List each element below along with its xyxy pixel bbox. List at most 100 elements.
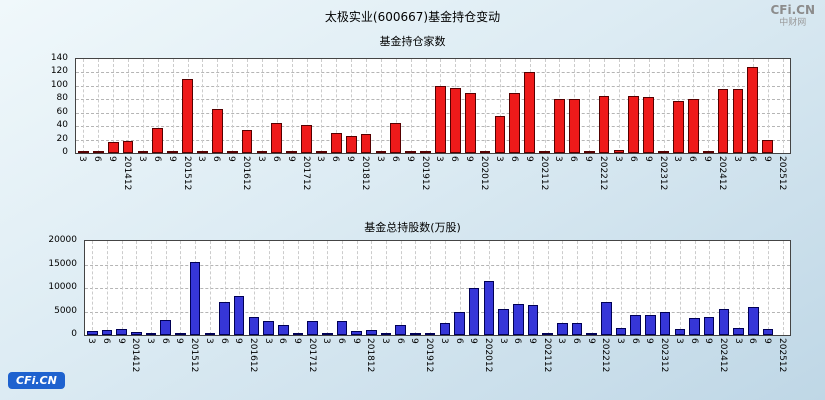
v-gridline [459,241,461,335]
x-tick-label: 202412 [717,156,728,191]
x-tick-label: 6 [449,156,460,162]
bar-201712-15 [301,124,312,153]
x-tick-label: 3 [553,156,564,162]
x-tick-label: 6 [218,338,229,344]
v-gridline [268,241,270,335]
v-gridline [380,59,382,153]
v-gridline [276,59,278,153]
bar-9-18 [345,136,357,153]
bar-6-17 [336,320,348,335]
v-gridline [336,59,338,153]
v-gridline [738,241,740,335]
v-gridline [410,59,412,153]
v-gridline [180,241,182,335]
v-gridline [430,241,432,335]
bar-9-42 [702,151,714,153]
y-tick-label: 140 [50,53,68,63]
v-gridline [532,241,534,335]
x-tick-label: 9 [702,156,713,162]
v-gridline [415,241,417,335]
x-tick-label: 201512 [189,338,200,373]
bar-3-16 [322,333,333,335]
bar-3-40 [674,329,686,335]
bar-201812-19 [360,134,372,153]
y-tick-label: 15000 [48,258,77,269]
x-axis: 3 6 9 201412 3 6 9 201512 3 6 9 201612 3 6 9 201712 3 6 9 2… [75,154,789,206]
x-tick-label: 6 [688,338,699,344]
v-gridline [224,241,226,335]
bar-202112-31 [539,151,550,153]
v-gridline [291,59,293,153]
x-tick-label: 3 [732,338,743,344]
x-tick-label: 9 [115,338,126,344]
bar-9-2 [107,141,119,153]
bar-201912-23 [424,333,436,335]
bar-9-22 [410,333,421,335]
v-gridline [694,241,696,335]
x-tick-label: 6 [747,338,758,344]
x-tick-label: 201612 [247,338,258,373]
bar-6-41 [687,99,699,153]
x-tick-label: 3 [731,156,742,162]
y-tick-label: 40 [56,120,68,131]
v-gridline [395,59,397,153]
v-gridline [606,241,608,335]
v-gridline [503,241,505,335]
bar-9-34 [583,151,595,153]
plot-area [84,240,791,336]
v-gridline [665,241,667,335]
bar-6-1 [101,329,113,335]
x-tick-label: 3 [136,156,147,162]
bar-201812-19 [366,330,377,335]
v-gridline [172,59,174,153]
v-gridline [709,241,711,335]
bar-202112-31 [542,333,553,335]
bar-6-45 [747,67,759,153]
v-gridline [371,241,373,335]
x-tick-label: 6 [270,156,281,162]
x-tick-label: 6 [746,156,757,162]
x-tick-label: 202012 [482,338,493,373]
x-tick-label: 3 [374,156,385,162]
bar-201512-7 [182,79,193,153]
bar-201912-23 [420,151,431,153]
v-gridline [297,241,299,335]
bar-202312-39 [659,312,671,335]
h-gridline [76,112,790,114]
x-tick-label: 9 [583,156,594,162]
y-axis: 0 5000 10000 15000 20000 [33,235,81,339]
v-gridline [342,241,344,335]
v-gridline [142,59,144,153]
x-tick-label: 9 [350,338,361,344]
v-gridline [753,241,755,335]
bar-9-38 [643,97,655,153]
bar-6-21 [390,122,402,153]
bar-3-32 [557,323,568,335]
v-gridline [767,241,769,335]
x-tick-label: 9 [464,156,475,162]
bar-202412-43 [718,309,730,335]
bar-3-44 [732,89,744,153]
v-gridline [136,241,138,335]
x-tick-label: 9 [703,338,714,344]
x-axis: 3 6 9 201412 3 6 9 201512 3 6 9 201612 3 6 9 201712 3 6 9 2… [84,336,789,388]
x-tick-label: 9 [642,156,653,162]
bar-9-18 [351,331,362,335]
x-tick-label: 3 [77,156,88,162]
x-tick-label: 6 [453,338,464,344]
bar-6-33 [568,99,580,153]
bar-9-46 [762,139,774,153]
x-tick-label: 3 [497,338,508,344]
bar-6-29 [509,92,521,153]
v-gridline [151,241,153,335]
x-tick-label: 201412 [130,338,141,373]
bar-201412-3 [131,331,142,335]
v-gridline [261,59,263,153]
v-gridline [253,241,255,335]
y-tick-label: 80 [56,93,68,104]
bar-9-6 [175,333,186,335]
v-gridline [547,241,549,335]
bar-9-10 [226,151,238,153]
v-gridline [723,241,725,335]
y-tick-label: 0 [71,329,77,339]
